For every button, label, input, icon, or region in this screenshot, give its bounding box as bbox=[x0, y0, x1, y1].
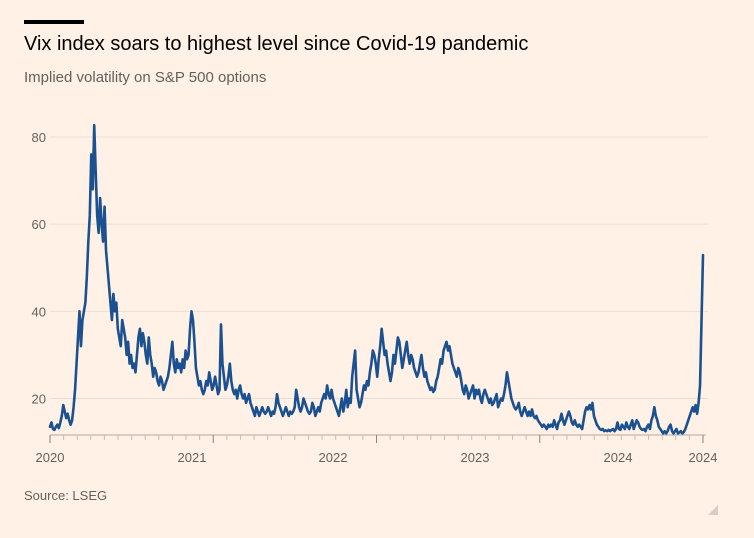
resize-corner-icon bbox=[708, 505, 718, 515]
x-tick-label-1: 2021 bbox=[178, 450, 207, 465]
source-note: Source: LSEG bbox=[24, 488, 108, 503]
x-axis-labels: 2020 2021 2022 2023 2024 2024 bbox=[36, 450, 718, 465]
x-tick-label-5: 2024 bbox=[689, 450, 718, 465]
x-tick-label-3: 2023 bbox=[461, 450, 490, 465]
vix-series-line bbox=[48, 123, 705, 435]
y-tick-label-60: 60 bbox=[32, 217, 46, 232]
chart-subtitle: Implied volatility on S&P 500 options bbox=[24, 69, 267, 86]
y-axis-labels: 20 40 60 80 bbox=[32, 130, 46, 407]
x-axis-ticks bbox=[49, 435, 704, 443]
chart-title: Vix index soars to highest level since C… bbox=[24, 33, 529, 55]
x-tick-label-2: 2022 bbox=[319, 450, 348, 465]
header-rule bbox=[24, 20, 84, 24]
y-tick-label-20: 20 bbox=[32, 392, 46, 407]
x-tick-label-4: 2024 bbox=[604, 450, 633, 465]
y-tick-label-80: 80 bbox=[32, 130, 46, 145]
y-tick-label-40: 40 bbox=[32, 304, 46, 319]
vix-line-chart: 20 40 60 80 2020 2021 2022 2023 2024 2024 bbox=[32, 123, 718, 465]
y-grid bbox=[50, 136, 708, 399]
x-tick-label-0: 2020 bbox=[36, 450, 65, 465]
